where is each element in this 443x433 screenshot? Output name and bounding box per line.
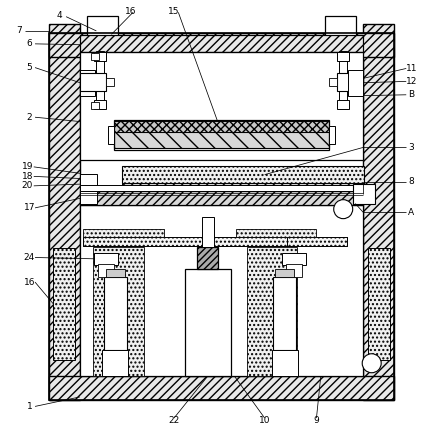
Text: 11: 11 [406,64,417,73]
Bar [94,253,118,265]
Bar [275,269,294,277]
Bar [83,237,291,246]
Circle shape [334,200,353,219]
Bar [94,100,106,110]
Bar [330,78,337,86]
Bar [80,191,97,204]
Text: 16: 16 [125,7,136,16]
Text: 5: 5 [27,63,32,72]
Text: 7: 7 [16,26,22,36]
Bar [80,35,363,52]
Bar [80,52,363,160]
Text: 1: 1 [27,402,32,411]
Bar [337,100,349,110]
Bar [49,33,394,57]
Bar [122,183,364,191]
Text: 10: 10 [259,416,270,425]
Bar [272,350,298,376]
Bar [363,24,394,400]
Bar [113,121,330,132]
Bar [80,191,363,205]
Bar [80,205,363,376]
Text: 12: 12 [406,77,417,86]
Bar [80,73,106,91]
Text: 9: 9 [314,416,319,425]
Bar [287,237,347,246]
Bar [236,229,316,237]
Text: 15: 15 [168,7,180,16]
Bar [353,184,375,204]
Bar [282,253,306,265]
Bar [330,126,335,144]
Bar [93,247,144,376]
Bar [53,248,75,360]
Bar [287,237,347,246]
Bar [273,277,296,350]
Text: 24: 24 [24,253,35,262]
Bar [325,16,356,57]
Bar [80,70,96,96]
Bar [337,73,363,91]
Text: B: B [408,90,415,99]
Bar [113,132,330,149]
Text: A: A [408,208,415,216]
Bar [368,248,390,360]
Bar [80,35,363,52]
Text: 20: 20 [22,181,33,191]
Bar [80,174,97,186]
Bar [106,78,113,86]
Bar [122,165,364,183]
Bar [106,269,125,277]
Text: 3: 3 [408,143,414,152]
Bar [83,229,163,237]
Bar [91,102,99,109]
Bar [339,51,347,110]
Bar [87,16,118,57]
Text: 8: 8 [408,178,414,187]
Bar [347,70,363,96]
Text: 2: 2 [27,113,32,122]
Text: 4: 4 [57,11,62,20]
Bar [49,24,80,400]
Text: 16: 16 [23,278,35,287]
Bar [202,216,214,247]
Bar [247,247,297,376]
Text: 19: 19 [22,162,33,171]
Bar [80,184,363,191]
Text: 22: 22 [168,416,180,425]
Bar [185,269,230,376]
Bar [49,376,394,400]
Text: 17: 17 [23,204,35,212]
Bar [97,264,114,277]
Bar [94,52,106,61]
Bar [286,264,302,277]
Bar [91,53,99,60]
Bar [104,277,127,350]
Text: 6: 6 [27,39,32,48]
Bar [108,126,113,144]
Bar [83,237,291,246]
Bar [101,350,128,376]
Bar [113,120,330,149]
Circle shape [362,354,381,373]
Bar [96,51,104,110]
Text: 18: 18 [22,172,33,181]
Bar [197,247,218,269]
Bar [337,52,349,61]
Bar [49,33,394,400]
